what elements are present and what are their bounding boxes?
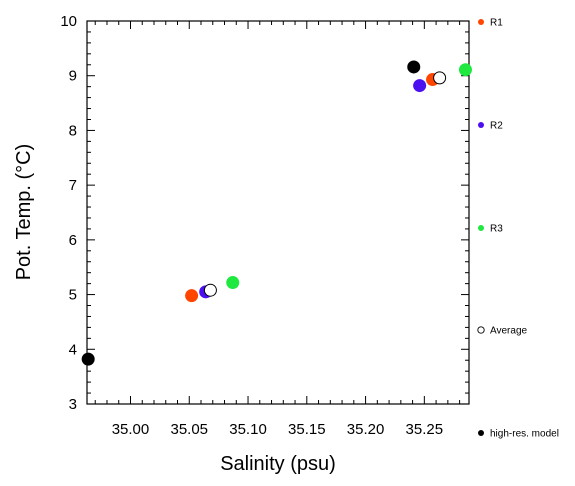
point-high-res-model	[81, 352, 95, 366]
point-r3	[458, 63, 472, 77]
y-axis-title: Pot. Temp. (°C)	[13, 144, 35, 281]
legend-marker-r1	[478, 19, 484, 25]
legend-label-r3: R3	[490, 224, 503, 235]
y-tick-label: 8	[69, 122, 77, 139]
point-r3	[226, 276, 240, 290]
legend-label-high-res-model: high-res. model	[490, 429, 559, 440]
legend-marker-r3	[478, 225, 484, 231]
x-tick-label: 35.25	[406, 421, 444, 438]
y-tick-label: 9	[69, 68, 77, 85]
x-axis-title: Salinity (psu)	[220, 453, 336, 475]
data-points	[81, 60, 472, 366]
x-tick-label: 35.15	[288, 421, 326, 438]
legend-marker-high-res-model	[478, 430, 484, 436]
x-tick-labels: 35.00 35.05 35.10 35.15 35.20 35.25	[112, 421, 443, 438]
legend-label-average: Average	[490, 326, 528, 337]
point-high-res-model	[407, 60, 421, 74]
legend-label-r2: R2	[490, 121, 503, 132]
y-tick-label: 10	[60, 13, 77, 30]
legend: R1 R2 R3 Average high-res. model	[477, 18, 559, 440]
point-average	[203, 283, 217, 297]
point-r1	[185, 289, 199, 303]
y-tick-label: 3	[69, 396, 77, 413]
y-tick-labels: 3 4 5 6 7 8 9 10	[60, 13, 77, 413]
y-tick-label: 7	[69, 177, 77, 194]
legend-marker-average	[477, 326, 485, 334]
legend-marker-r2	[478, 122, 484, 128]
y-tick-label: 5	[69, 287, 77, 304]
x-tick-label: 35.20	[347, 421, 385, 438]
point-average	[433, 71, 447, 85]
point-r2	[413, 79, 427, 93]
x-tick-label: 35.10	[229, 421, 267, 438]
y-tick-label: 4	[69, 341, 77, 358]
y-tick-label: 6	[69, 232, 77, 249]
major-ticks	[87, 20, 469, 405]
plot-frame	[86, 20, 470, 405]
legend-label-r1: R1	[490, 18, 503, 29]
minor-ticks	[87, 21, 469, 404]
x-tick-label: 35.00	[112, 421, 150, 438]
x-tick-label: 35.05	[170, 421, 208, 438]
